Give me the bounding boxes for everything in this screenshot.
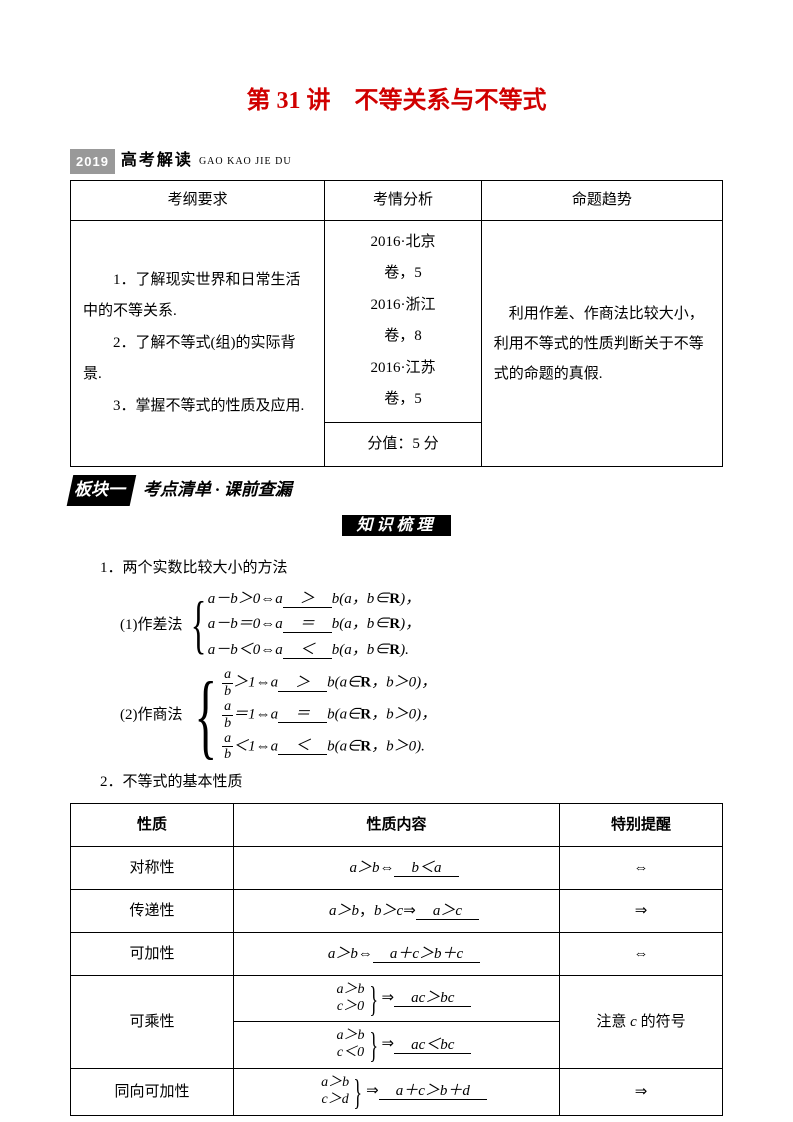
property-table: 性质 性质内容 特别提醒 对称性 a＞b⇔ b＜a ⇔ 传递性 a＞b，b＞c⇒…: [70, 803, 723, 1116]
table-row: 可乘性 a＞bc＞0 } ⇒ ac＞bc 注意 c 的符号: [71, 975, 723, 1022]
diff-lines: a－b＞0⇔a ＞ b(a，b∈R)， a－b＝0⇔a ＝ b(a，b∈R)， …: [208, 587, 420, 664]
ana-line: 卷，8: [329, 321, 476, 353]
pt-h1: 性质: [71, 803, 234, 846]
header-bar: 2019 高考解读 GAO KAO JIE DU: [70, 147, 723, 176]
pt-h3: 特别提醒: [560, 803, 723, 846]
table-row: 同向可加性 a＞bc＞d } ⇒ a＋c＞b＋d ⇒: [71, 1068, 723, 1115]
prop-note: 注意 c 的符号: [560, 975, 723, 1068]
knowledge-banner: 知识梳理: [70, 512, 723, 541]
prop-name: 可加性: [71, 932, 234, 975]
brace-icon: {: [190, 587, 206, 664]
quot-lines: ab＞1⇔a ＞ b(a∈R，b＞0)， ab＝1⇔a ＝ b(a∈R，b＞0)…: [222, 667, 436, 762]
th-req: 考纲要求: [71, 180, 325, 220]
page-title: 第 31 讲 不等关系与不等式: [70, 80, 723, 123]
prop-content: a＞bc＜0 } ⇒ ac＜bc: [234, 1022, 560, 1069]
ana-line: 卷，5: [329, 258, 476, 290]
block-box: 板块一: [67, 475, 137, 506]
block-heading: 板块一 考点清单 · 课前查漏: [70, 475, 723, 506]
ana-cell: 2016·北京 卷，5 2016·浙江 卷，8 2016·江苏 卷，5: [325, 220, 481, 422]
header-pinyin: GAO KAO JIE DU: [199, 153, 292, 171]
prop-note: ⇔: [560, 846, 723, 889]
th-ana: 考情分析: [325, 180, 481, 220]
prop-content: a＞b⇔ a＋c＞b＋c: [234, 932, 560, 975]
heading-2: 2．不等式的基本性质: [70, 767, 723, 797]
year-box: 2019: [70, 149, 115, 174]
method-label: (2)作商法: [120, 700, 183, 730]
score-cell: 分值：5 分: [325, 422, 481, 467]
ana-line: 卷，5: [329, 384, 476, 416]
method-quot: (2)作商法 { ab＞1⇔a ＞ b(a∈R，b＞0)， ab＝1⇔a ＝ b…: [120, 667, 723, 762]
heading-1: 1．两个实数比较大小的方法: [70, 553, 723, 583]
table-row: 对称性 a＞b⇔ b＜a ⇔: [71, 846, 723, 889]
th-trend: 命题趋势: [481, 180, 722, 220]
prop-name: 可乘性: [71, 975, 234, 1068]
req-cell: 1．了解现实世界和日常生活中的不等关系. 2．了解不等式(组)的实际背景. 3．…: [71, 220, 325, 467]
prop-note: ⇔: [560, 932, 723, 975]
table-row: 传递性 a＞b，b＞c⇒ a＞c ⇒: [71, 889, 723, 932]
ana-line: 2016·江苏: [329, 353, 476, 385]
method-diff: (1)作差法 { a－b＞0⇔a ＞ b(a，b∈R)， a－b＝0⇔a ＝ b…: [120, 587, 723, 664]
method-label: (1)作差法: [120, 610, 183, 640]
prop-note: ⇒: [560, 1068, 723, 1115]
prop-content: a＞b⇔ b＜a: [234, 846, 560, 889]
prop-name: 传递性: [71, 889, 234, 932]
banner-text: 知识梳理: [342, 515, 450, 536]
prop-content: a＞bc＞0 } ⇒ ac＞bc: [234, 975, 560, 1022]
prop-content: a＞bc＞d } ⇒ a＋c＞b＋d: [234, 1068, 560, 1115]
brace-icon: {: [194, 667, 217, 762]
trend-cell: 利用作差、作商法比较大小，利用不等式的性质判断关于不等式的命题的真假.: [481, 220, 722, 467]
table-row: 可加性 a＞b⇔ a＋c＞b＋c ⇔: [71, 932, 723, 975]
ana-line: 2016·浙江: [329, 290, 476, 322]
pt-h2: 性质内容: [234, 803, 560, 846]
block-subtitle: 考点清单 · 课前查漏: [143, 475, 292, 506]
prop-content: a＞b，b＞c⇒ a＞c: [234, 889, 560, 932]
ana-line: 2016·北京: [329, 227, 476, 259]
header-label: 高考解读: [121, 147, 193, 176]
analysis-table: 考纲要求 考情分析 命题趋势 1．了解现实世界和日常生活中的不等关系. 2．了解…: [70, 180, 723, 468]
prop-note: ⇒: [560, 889, 723, 932]
prop-name: 对称性: [71, 846, 234, 889]
prop-name: 同向可加性: [71, 1068, 234, 1115]
